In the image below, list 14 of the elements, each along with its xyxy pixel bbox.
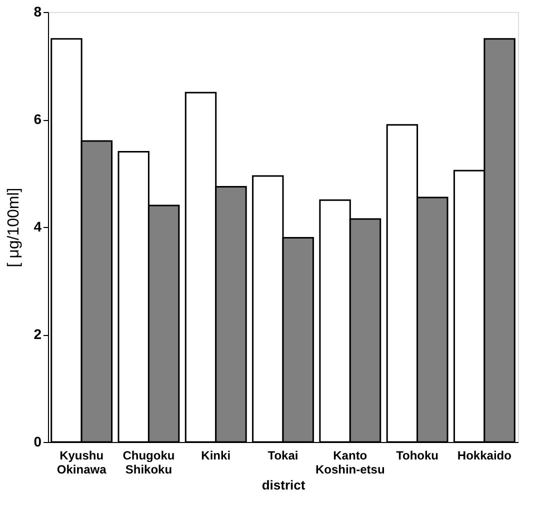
x-tick-label: Tohoku	[396, 448, 439, 462]
y-tick-label: 0	[34, 434, 42, 450]
y-tick-label: 4	[34, 218, 42, 234]
x-tick-label: Chugoku Shikoku	[122, 448, 175, 476]
x-tick-label: Kinki	[201, 448, 231, 462]
y-tick-label: 6	[34, 111, 42, 127]
x-tick-label: Hokkaido	[457, 448, 512, 462]
x-tick-label: Tokai	[268, 448, 298, 462]
x-axis-title: district	[262, 478, 306, 492]
y-tick-label: 2	[34, 326, 42, 342]
y-axis-title: [ μg/100ml]	[6, 188, 23, 268]
y-tick-label: 8	[34, 4, 42, 20]
x-tick-label: Kyushu Okinawa	[56, 448, 107, 476]
x-tick-label: Kanto Koshin-etsu	[315, 448, 385, 476]
